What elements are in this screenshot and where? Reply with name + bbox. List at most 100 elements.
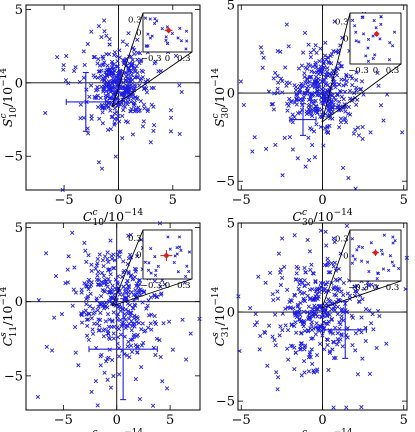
inset-y-tick-label: 0.3 [128,16,142,26]
scatter-point [85,295,90,301]
scatter-point [316,294,321,299]
inset-x-tick-label: 0.3 [386,66,400,76]
inset-scatter-point [179,248,183,252]
scatter-point [116,70,122,75]
scatter-point [83,282,89,287]
scatter-point [332,19,337,24]
inset-scatter-point [357,40,361,44]
scatter-point [295,310,300,315]
scatter-point [134,283,139,288]
scatter-point [142,85,147,91]
scatter-point [363,306,369,312]
scatter-point [275,80,281,85]
scatter-point [339,308,344,313]
scatter-point [370,312,375,317]
scatter-point [309,69,314,74]
scatter-point [103,279,108,285]
scatter-point [106,259,111,265]
inset-x-tick-label: −0.3 [348,66,369,76]
scatter-point [342,77,347,82]
scatter-point [152,279,157,284]
scatter-point [99,166,105,171]
scatter-point [323,307,328,312]
scatter-point [105,311,111,317]
scatter-point [350,315,355,320]
inset-scatter-point [185,39,189,43]
inset-x-tick-label: −0.3 [141,54,162,64]
scatter-point [285,287,290,292]
scatter-point [101,18,107,23]
scatter-point [322,53,328,58]
scatter-point [345,335,350,340]
scatter-point [316,326,321,331]
scatter-point [160,379,165,384]
scatter-point [95,282,101,287]
scatter-point [330,93,335,98]
scatter-point [297,307,302,312]
scatter-point [123,317,128,323]
scatter-point [95,261,100,266]
scatter-point [133,288,138,293]
scatter-point [97,323,102,328]
scatter-point [276,251,282,256]
scatter-point [285,108,290,113]
inset-scatter-point [373,53,377,57]
scatter-point [89,282,94,287]
scatter-point [123,307,129,312]
scatter-point [324,282,329,287]
scatter-point [307,350,313,355]
inset-x-tick-label: 0 [373,66,378,76]
scatter-point [272,337,277,343]
scatter-point [108,272,113,277]
scatter-point [296,266,301,271]
scatter-point [114,116,120,122]
scatter-point [59,312,65,317]
scatter-point [321,319,326,325]
inset-scatter-point [148,36,153,40]
scatter-point [360,297,365,302]
scatter-point [66,254,71,259]
scatter-point [139,343,145,348]
scatter-point [320,91,325,96]
x-tick-label: 0 [114,193,122,208]
inset-scatter-point [350,18,355,22]
scatter-point [353,288,359,294]
x-tick-label: −5 [54,193,73,208]
scatter-point [81,75,86,80]
scatter-point [339,333,344,338]
scatter-point [257,347,262,352]
scatter-point [321,85,326,90]
scatter-point [295,302,300,307]
scatter-point [336,103,341,108]
scatter-point [106,331,111,337]
scatter-point [139,327,144,332]
scatter-point [237,348,242,354]
scatter-point [292,115,297,120]
scatter-point [121,270,126,275]
scatter-point [70,230,75,235]
scatter-point [311,370,316,375]
scatter-point [105,127,111,132]
scatter-point [294,92,299,97]
scatter-point [258,45,264,50]
scatter-point [110,319,115,324]
scatter-point [262,330,268,336]
scatter-point [126,287,131,292]
scatter-point [350,82,355,88]
scatter-point [327,60,332,65]
scatter-point [98,354,103,359]
scatter-point [339,289,344,294]
inset-scatter-point [353,24,357,28]
y-axis-label-sup: s [0,332,9,337]
scatter-point [145,109,150,114]
scatter-point [103,93,108,98]
inset-scatter-point [184,47,188,51]
scatter-point [99,68,104,73]
scatter-point [319,314,325,320]
scatter-point [273,142,278,148]
scatter-point [104,33,109,38]
scatter-point [301,324,306,329]
scatter-point [121,259,126,264]
y-tick-label: −5 [216,395,235,410]
